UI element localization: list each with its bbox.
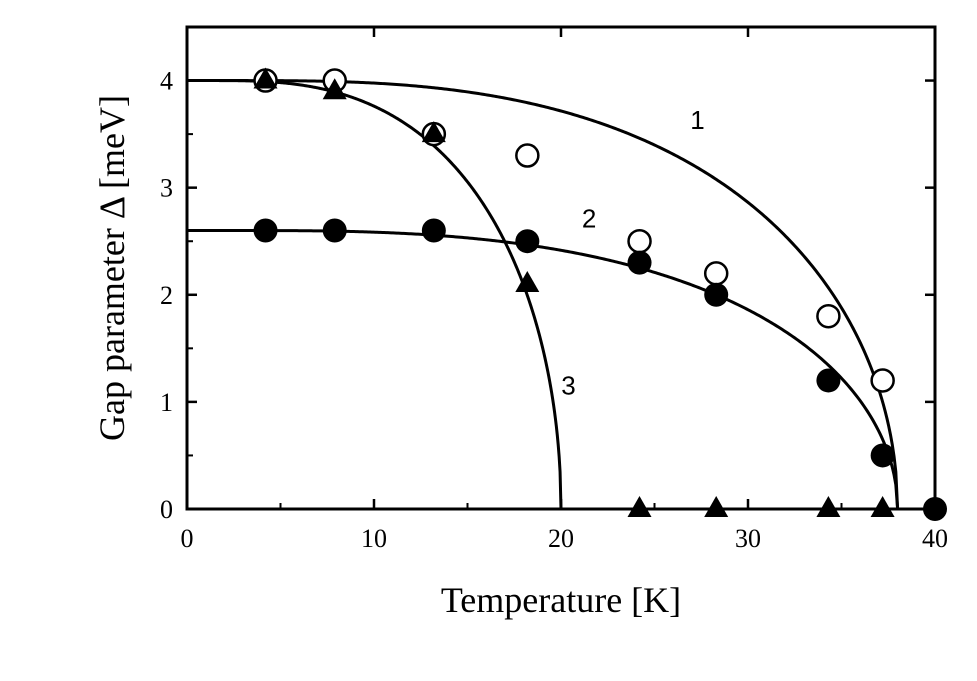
curve-label-2: 2 [582,203,596,233]
curve-label-3: 3 [561,370,575,400]
filled-circle-point [515,229,540,254]
plot-frame [185,25,937,511]
filled-triangle-point [870,496,895,517]
y-tick-label: 0 [160,495,173,524]
filled-triangle-point [627,496,652,517]
filled-circle-point [421,218,446,243]
curve-labels: 1 2 3 [561,105,704,401]
x-tick-label: 30 [735,524,761,553]
x-tick-label: 10 [361,524,387,553]
filled-triangle-point [816,496,841,517]
filled-circle-point [704,282,729,307]
x-tick-label: 0 [181,524,194,553]
y-axis-title: Gap parameter Δ [meV] [92,95,132,441]
filled-circle-point [627,250,652,275]
filled-triangle-point [322,78,347,100]
filled-circle-point [870,443,895,468]
filled-triangle-point [253,67,278,89]
y-tick-label: 2 [160,281,173,310]
filled-triangle-point [704,496,729,517]
fit-curve-2 [187,229,900,510]
y-tick-label: 4 [160,67,173,96]
axis-ticks: 0 10 20 30 40 0 1 2 3 4 [160,27,948,553]
open-circle-point [515,143,540,168]
x-tick-label: 40 [922,524,948,553]
data-markers [253,67,947,521]
y-tick-label: 3 [160,174,173,203]
x-tick-label: 20 [548,524,574,553]
fit-curves [187,79,900,511]
open-circle-point [703,261,729,286]
filled-triangle-point [421,121,446,143]
open-circle-point [870,368,895,393]
open-circle-point [627,228,652,254]
y-tick-label: 1 [160,388,173,417]
x-axis-title: Temperature [K] [441,580,681,620]
filled-circle-point [816,368,841,393]
filled-triangle-point [515,271,540,292]
fit-curve-1 [187,79,900,510]
filled-circle-point [322,218,347,243]
fit-curve-3 [187,79,563,510]
open-circle-point [816,303,841,329]
curve-label-1: 1 [690,105,704,135]
filled-circle-point [253,218,278,243]
